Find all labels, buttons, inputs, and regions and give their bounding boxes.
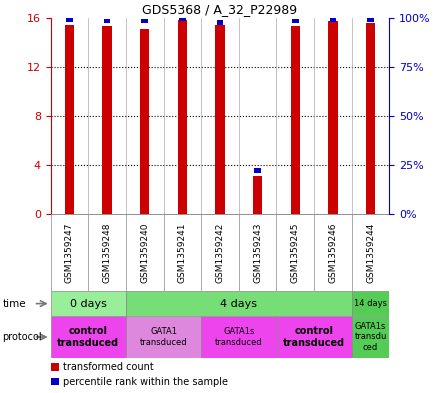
Bar xyxy=(330,17,336,22)
Bar xyxy=(126,316,201,358)
Text: GSM1359245: GSM1359245 xyxy=(291,222,300,283)
Text: GSM1359242: GSM1359242 xyxy=(216,222,224,283)
Text: GSM1359244: GSM1359244 xyxy=(366,222,375,283)
Bar xyxy=(367,17,374,22)
Bar xyxy=(253,176,262,214)
Bar xyxy=(217,20,223,25)
Bar xyxy=(328,21,337,214)
Text: GSM1359241: GSM1359241 xyxy=(178,222,187,283)
Text: time: time xyxy=(2,299,26,309)
Bar xyxy=(103,26,112,214)
Bar xyxy=(140,29,150,214)
Text: GSM1359247: GSM1359247 xyxy=(65,222,74,283)
Text: GSM1359246: GSM1359246 xyxy=(328,222,337,283)
Title: GDS5368 / A_32_P22989: GDS5368 / A_32_P22989 xyxy=(143,4,297,17)
Bar xyxy=(276,316,352,358)
Text: 0 days: 0 days xyxy=(70,299,106,309)
Text: GATA1s
transduced: GATA1s transduced xyxy=(215,327,263,347)
Text: GATA1s
transdu
ced: GATA1s transdu ced xyxy=(354,322,387,352)
Text: transformed count: transformed count xyxy=(63,362,154,372)
Bar xyxy=(352,291,389,316)
Text: percentile rank within the sample: percentile rank within the sample xyxy=(63,376,228,387)
Text: 14 days: 14 days xyxy=(354,299,387,308)
Bar xyxy=(51,291,126,316)
Bar xyxy=(215,25,225,214)
Bar xyxy=(179,17,186,21)
Bar xyxy=(254,169,261,173)
Text: control
transduced: control transduced xyxy=(57,326,119,348)
Bar xyxy=(201,316,276,358)
Bar xyxy=(178,20,187,214)
Bar xyxy=(290,26,300,214)
Text: GSM1359243: GSM1359243 xyxy=(253,222,262,283)
Bar xyxy=(366,22,375,214)
Bar xyxy=(104,18,110,23)
Bar xyxy=(292,18,299,23)
Text: protocol: protocol xyxy=(2,332,42,342)
Text: GATA1
transduced: GATA1 transduced xyxy=(140,327,187,347)
Bar xyxy=(65,25,74,214)
Bar xyxy=(66,17,73,22)
Text: GSM1359240: GSM1359240 xyxy=(140,222,149,283)
Bar xyxy=(352,316,389,358)
Text: GSM1359248: GSM1359248 xyxy=(103,222,112,283)
Text: 4 days: 4 days xyxy=(220,299,257,309)
Bar xyxy=(126,291,352,316)
Text: control
transduced: control transduced xyxy=(283,326,345,348)
Bar xyxy=(141,18,148,23)
Bar xyxy=(51,316,126,358)
